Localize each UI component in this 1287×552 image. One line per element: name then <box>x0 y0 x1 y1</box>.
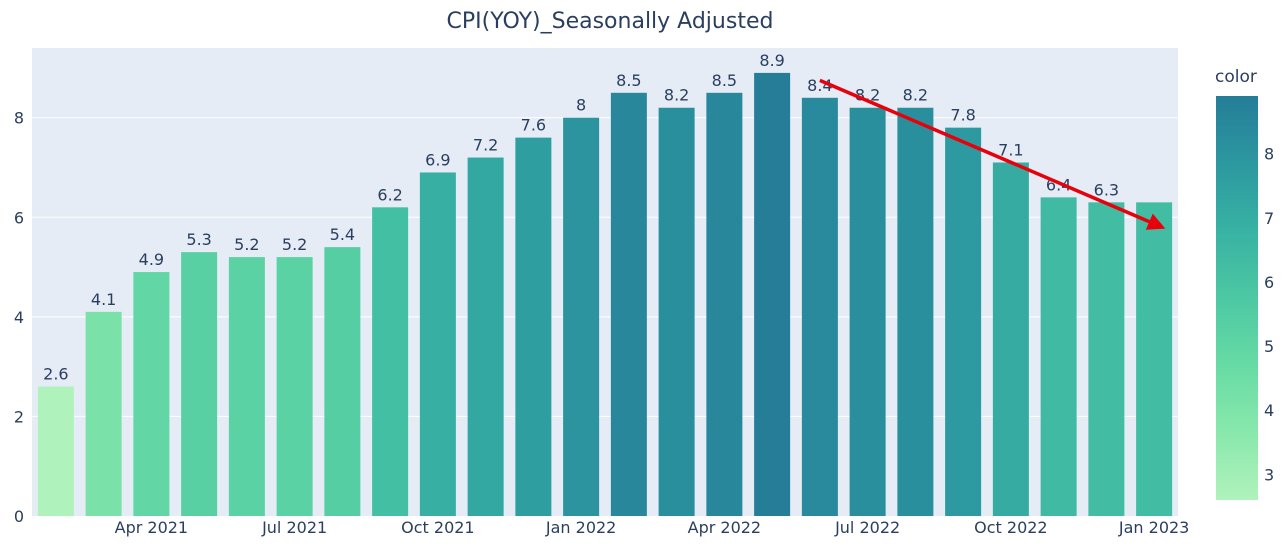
bar <box>515 138 551 516</box>
data-label: 2.6 <box>43 365 68 384</box>
bar <box>754 73 790 516</box>
y-axis: 0 2 4 6 8 <box>14 109 24 526</box>
x-tick-label: Apr 2022 <box>688 518 761 537</box>
data-label: 8.5 <box>616 71 641 90</box>
bar <box>563 118 599 516</box>
bar <box>1136 202 1172 516</box>
bar <box>897 108 933 516</box>
y-tick-label: 4 <box>14 308 24 327</box>
data-label: 5.2 <box>234 235 259 254</box>
data-label: 5.3 <box>186 230 211 249</box>
bar <box>945 128 981 516</box>
colorbar-tick-label: 3 <box>1264 465 1274 484</box>
bar <box>86 312 122 516</box>
y-tick-label: 8 <box>14 109 24 128</box>
bar <box>611 93 647 516</box>
x-tick-label: Apr 2021 <box>115 518 188 537</box>
bar <box>372 207 408 516</box>
colorbar-ticks: 3 4 5 6 7 8 <box>1264 145 1274 485</box>
colorbar-tick-label: 7 <box>1264 209 1274 228</box>
data-label: 6.3 <box>1094 180 1119 199</box>
y-tick-label: 2 <box>14 407 24 426</box>
x-tick-label: Jan 2022 <box>545 518 616 537</box>
colorbar-title: color <box>1215 67 1257 87</box>
colorbar-tick-label: 8 <box>1264 145 1274 164</box>
data-label: 7.2 <box>473 136 498 155</box>
x-tick-label: Oct 2021 <box>401 518 474 537</box>
bar <box>1088 202 1124 516</box>
bar <box>468 158 504 516</box>
y-tick-label: 6 <box>14 208 24 227</box>
data-label: 8.5 <box>712 71 737 90</box>
bar <box>993 163 1029 516</box>
bar <box>850 108 886 516</box>
colorbar <box>1216 96 1258 500</box>
colorbar-tick-label: 6 <box>1264 273 1274 292</box>
data-label: 6.2 <box>377 185 402 204</box>
data-label: 8 <box>576 96 586 115</box>
bar <box>133 272 169 516</box>
cpi-bar-chart: CPI(YOY)_Seasonally Adjusted 2.6 4.1 4.9 5.… <box>0 0 1287 552</box>
colorbar-tick-label: 4 <box>1264 401 1274 420</box>
x-tick-label: Jan 2023 <box>1118 518 1189 537</box>
x-tick-label: Oct 2022 <box>974 518 1047 537</box>
bar <box>802 98 838 516</box>
bar <box>706 93 742 516</box>
bar <box>659 108 695 516</box>
colorbar-tick-label: 5 <box>1264 337 1274 356</box>
x-tick-label: Jul 2021 <box>261 518 327 537</box>
bar <box>181 252 217 516</box>
y-tick-label: 0 <box>14 507 24 526</box>
data-label: 4.1 <box>91 290 116 309</box>
data-label: 5.2 <box>282 235 307 254</box>
bar <box>38 387 74 516</box>
data-label: 8.2 <box>903 86 928 105</box>
bar <box>277 257 313 516</box>
bar <box>229 257 265 516</box>
bar <box>420 172 456 516</box>
chart-title: CPI(YOY)_Seasonally Adjusted <box>447 9 774 34</box>
bar <box>324 247 360 516</box>
data-label: 4.9 <box>139 250 164 269</box>
data-label: 7.6 <box>521 116 546 135</box>
data-label: 5.4 <box>330 225 355 244</box>
x-axis: Apr 2021 Jul 2021 Oct 2021 Jan 2022 Apr 2022… <box>115 518 1190 537</box>
x-tick-label: Jul 2022 <box>834 518 900 537</box>
data-label: 8.2 <box>664 86 689 105</box>
data-label: 6.9 <box>425 150 450 169</box>
bar <box>1041 197 1077 516</box>
data-label: 8.9 <box>759 51 784 70</box>
data-label: 7.8 <box>950 106 975 125</box>
